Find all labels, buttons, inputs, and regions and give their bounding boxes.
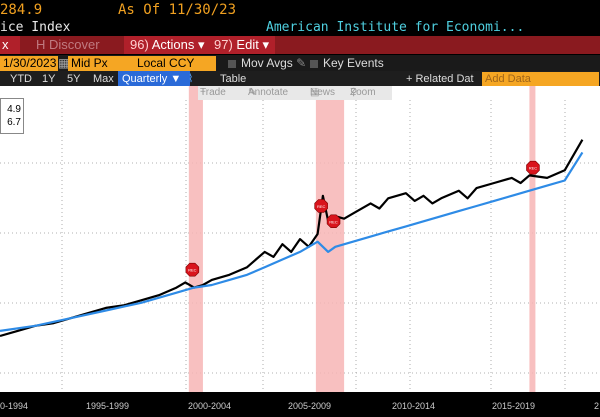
event-marker-label: REC: [188, 268, 197, 273]
event-marker-icon: [526, 160, 540, 175]
key-events-toggle[interactable]: Key Events: [310, 56, 384, 71]
price-value: 284.9: [0, 2, 43, 18]
event-marker-icon: [185, 262, 200, 277]
x-tick-label: 2: [594, 401, 599, 411]
range-max[interactable]: Max: [93, 73, 114, 85]
recession-band: [315, 86, 345, 392]
magnifier-icon: ⚲: [350, 87, 358, 98]
x-tick-label: 2000-2004: [188, 401, 231, 411]
news-icon: ▤: [310, 87, 320, 98]
price-field-select[interactable]: Mid Px: [68, 56, 136, 71]
chevron-down-icon: ▾: [197, 37, 205, 52]
x-tick-label: 2005-2009: [288, 401, 331, 411]
security-title: ice Index: [0, 20, 71, 35]
checkbox-icon: [228, 59, 236, 68]
chevron-down-icon: ▼: [170, 73, 182, 85]
edit-button[interactable]: 97) Edit ▾: [208, 36, 275, 54]
period-select[interactable]: Quarterly ▼: [118, 71, 190, 87]
date-field[interactable]: 1/30/2023: [0, 56, 58, 71]
related-data-button[interactable]: + Related Dat: [406, 73, 474, 85]
checkbox-icon: [310, 59, 318, 68]
as-of-date: As Of 11/30/23: [118, 2, 237, 18]
event-marker-icon: [326, 214, 341, 228]
currency-select[interactable]: Local CCY: [134, 56, 216, 71]
series-line-price: [0, 139, 584, 338]
mov-avgs-toggle[interactable]: Mov Avgs ✎: [228, 56, 306, 71]
legend-box: 4.9 6.7: [0, 98, 24, 134]
table-button[interactable]: Table: [220, 73, 247, 85]
controls-bar: 1/30/2023 ▦ Mid Px Local CCY Mov Avgs ✎ …: [0, 55, 600, 72]
actions-button[interactable]: 96) Actions ▾: [124, 36, 211, 54]
series-line-trend: [0, 151, 584, 332]
x-tick-label: 0-1994: [0, 401, 28, 411]
chart-toolbar: + Trade ✎ Annotate ▤ News ⚲ Zoom: [198, 86, 392, 100]
calendar-icon[interactable]: ▦: [58, 56, 70, 70]
range-1y[interactable]: 1Y: [42, 73, 56, 85]
legend-value-2: 6.7: [7, 117, 21, 128]
price-chart[interactable]: REC REC REC REC 0-1994 1995-1999 2000-2004 2005…: [0, 86, 600, 417]
x-axis-strip: [0, 392, 600, 417]
header-title-row: ice Index American Institute for Economi…: [0, 20, 600, 37]
discover-button[interactable]: H Discover: [36, 37, 100, 52]
range-bar: YTD 1Y 5Y Max Quarterly ▼ ⌇ Table + Rela…: [0, 71, 600, 87]
source-name[interactable]: American Institute for Economi...: [266, 20, 525, 35]
line-chart-icon[interactable]: ⌇: [188, 73, 194, 85]
event-marker-label: REC: [329, 219, 338, 224]
range-5y[interactable]: 5Y: [67, 73, 81, 85]
recession-band: [188, 86, 203, 392]
plus-icon: +: [200, 87, 206, 98]
x-tick-label: 2010-2014: [392, 401, 435, 411]
legend-value-1: 4.9: [7, 104, 21, 115]
add-data-input[interactable]: Add Data: [482, 72, 599, 86]
discover-icon: H: [36, 37, 49, 52]
menu-bar: x H Discover 96) Actions ▾ 97) Edit ▾: [0, 36, 600, 54]
range-ytd[interactable]: YTD: [10, 73, 32, 85]
pencil-icon: ✎: [248, 87, 257, 98]
recession-band: [529, 86, 536, 392]
event-marker-icon: [314, 199, 328, 213]
chevron-down-icon: ▾: [262, 37, 269, 52]
event-marker-label: REC: [529, 166, 538, 171]
x-tick-label: 2015-2019: [492, 401, 535, 411]
menu-chip[interactable]: x: [0, 36, 20, 54]
x-tick-label: 1995-1999: [86, 401, 129, 411]
event-marker-label: REC: [317, 204, 326, 209]
pencil-icon: ✎: [296, 56, 307, 70]
header-quote-row: 284.9 As Of 11/30/23: [0, 0, 600, 20]
